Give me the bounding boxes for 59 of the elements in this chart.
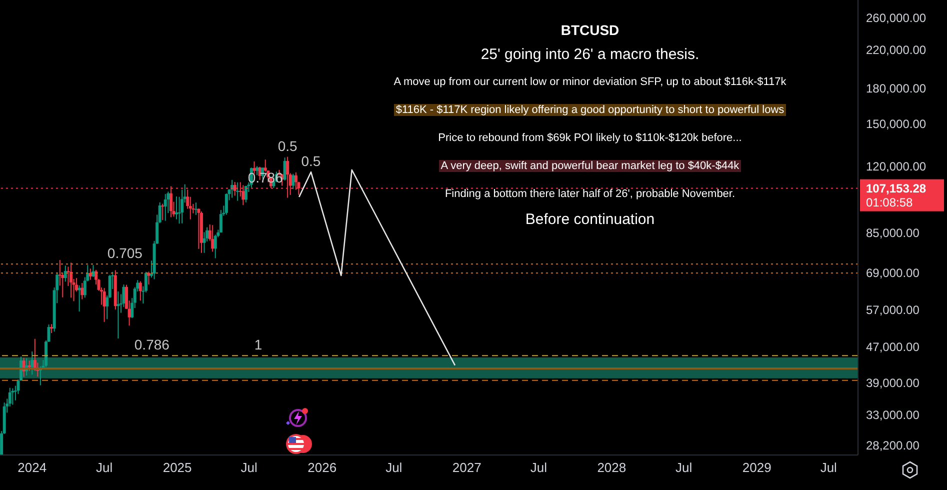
candlestick [64, 265, 67, 282]
candlestick [211, 224, 214, 252]
annotation: A very deep, swift and powerful bear market leg to $40k-$44k [438, 160, 742, 172]
candlestick [30, 350, 34, 376]
annotation: Before continuation [524, 211, 656, 228]
y-tick-label: 28,200.00 [866, 438, 920, 452]
x-tick-label: 2027 [452, 460, 482, 476]
x-tick-label: Jul [676, 460, 692, 476]
x-tick-label: Jul [530, 460, 548, 476]
candlestick [292, 173, 295, 190]
candlestick [202, 232, 206, 254]
x-tick-label: 2028 [597, 460, 626, 476]
x-tick-label: Jul [386, 460, 402, 476]
candlestick [224, 192, 228, 216]
y-tick-label: 33,000.00 [866, 408, 920, 422]
y-tick-label: 47,000.00 [866, 340, 920, 354]
candlestick [102, 288, 106, 322]
annotation: Price to rebound from $69k POI likely to $110k-$120k before... [437, 132, 743, 144]
y-tick-label: 39,000.00 [866, 376, 920, 390]
annotation: $116K - $117K region likely offering a good opportunity to short to powerful lows [394, 104, 786, 116]
y-tick-label: 69,000.00 [866, 266, 920, 280]
annotation: 0.705 [107, 244, 143, 261]
y-tick-label: 57,000.00 [866, 303, 920, 318]
annotation: A move up from our current low or minor deviation SFP, up to about $116k-$117k [392, 76, 788, 88]
ref-line-label: 107,153.28 [866, 181, 926, 196]
candlestick [80, 282, 84, 300]
candlestick [244, 185, 248, 203]
text: BTCUSD [560, 21, 620, 40]
x-tick-label: Jul [96, 460, 113, 476]
x-tick-label: 2029 [742, 460, 772, 476]
text: 01:08:58 [866, 195, 914, 210]
annotation: 0.786 [134, 336, 170, 353]
candlestick [164, 194, 167, 222]
y-tick-label: 150,000.00 [866, 116, 926, 131]
annotation: 0.5 [301, 153, 321, 170]
candlestick [197, 208, 200, 250]
y-tick-label: 120,000.00 [866, 160, 926, 174]
candlestick [236, 182, 240, 202]
candlestick [116, 290, 120, 339]
candlestick [219, 210, 222, 234]
candlestick [138, 280, 142, 302]
y-tick-label: 260,000.00 [866, 10, 926, 25]
y-tick-label: 180,000.00 [866, 82, 926, 96]
text: 25' going into 26' a macro thesis. [480, 45, 700, 65]
candlestick [161, 203, 164, 221]
x-tick-label: 2026 [308, 460, 337, 476]
x-tick-label: Jul [820, 460, 838, 476]
candlestick [147, 271, 150, 285]
candlestick [69, 262, 72, 298]
candlestick [11, 388, 14, 406]
annotation: Finding a bottom there later half of 26', probable November. [444, 188, 736, 200]
y-tick-label: 85,000.00 [866, 226, 920, 240]
y-tick-label: 220,000.00 [866, 43, 926, 58]
annotation: 1 [254, 336, 262, 353]
candlestick [175, 196, 178, 220]
x-tick-label: 2025 [162, 460, 192, 476]
annotation: 0.5 [278, 138, 298, 154]
x-tick-label: Jul [240, 460, 258, 476]
x-tick-label: 2024 [18, 460, 47, 476]
